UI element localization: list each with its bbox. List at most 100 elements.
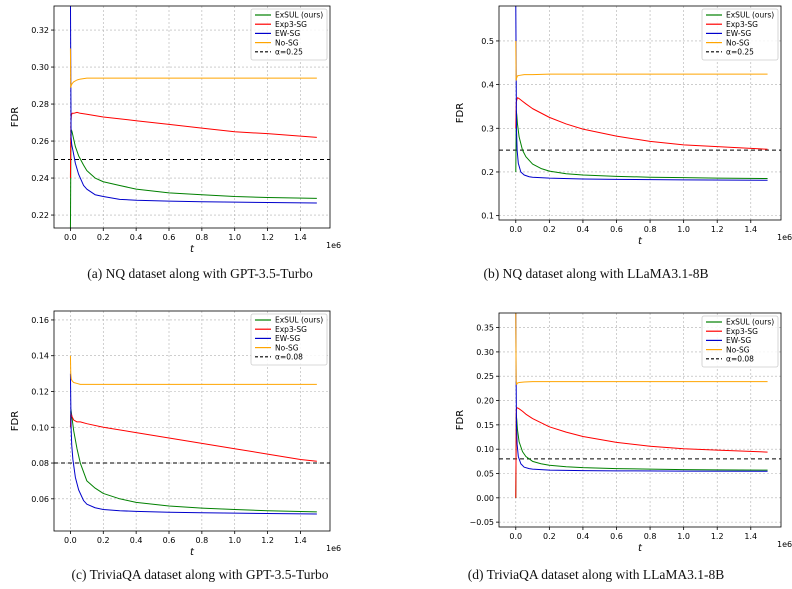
caption-c: (c) TriviaQA dataset along with GPT-3.5-… [71, 567, 329, 582]
x-tick-label: 1.0 [228, 536, 241, 545]
x-axis-label: t [638, 236, 643, 247]
x-tick-label: 0.4 [130, 233, 143, 242]
legend-label: EW-SG [275, 334, 300, 343]
x-tick-label: 1.4 [744, 532, 757, 541]
y-tick-label: 0.16 [31, 316, 49, 325]
y-tick-label: 0.26 [31, 137, 49, 146]
plot-frame [53, 5, 331, 229]
x-tick-label: 1.4 [294, 536, 307, 545]
y-tick-label: 0.24 [31, 174, 49, 183]
x-tick-label: 1.2 [711, 225, 724, 234]
legend-box [701, 315, 779, 368]
legend-box [250, 313, 328, 366]
x-tick-label: 1.2 [711, 532, 724, 541]
y-tick-label: 0.4 [481, 81, 494, 90]
chart-panel-d: 0.0 0.2 0.4 0.6 0.8 1.0 1.2 1.4 −0.05 0.00 0.05 0.1… [396, 305, 792, 569]
x-tick-label: 0.4 [130, 536, 143, 545]
legend-label: α=0.25 [726, 48, 754, 57]
y-tick-label: 0.10 [476, 445, 494, 454]
y-axis-label: FDR [10, 107, 21, 127]
legend-label: EW-SG [726, 336, 751, 345]
y-tick-label: −0.05 [469, 518, 494, 527]
legend-label: α=0.08 [726, 355, 754, 364]
x-tick-label: 0.2 [543, 532, 556, 541]
x-tick-label: 0.6 [163, 233, 176, 242]
y-tick-label: 0.20 [476, 397, 494, 406]
x-axis-label: t [190, 244, 195, 255]
series-line-ew-sg [515, 313, 768, 472]
chart-c: 0.0 0.2 0.4 0.6 0.8 1.0 1.2 1.4 0.06 0.08 0.10 0.12… [10, 310, 341, 558]
y-tick-label: 0.15 [476, 421, 494, 430]
x-tick-label: 0.8 [644, 225, 657, 234]
plot-frame [498, 5, 782, 221]
legend-label: ExSUL (ours) [726, 318, 774, 327]
caption-b: (b) NQ dataset along with LLaMA3.1-8B [483, 266, 709, 281]
series-line-exsul-ours [515, 110, 768, 180]
x-tick-label: 0.6 [610, 532, 623, 541]
series-line-exp3-sg [69, 111, 317, 179]
y-tick-label: 0.30 [476, 348, 494, 357]
series-line-exp3-sg [69, 412, 317, 462]
x-tick-label: 1.0 [228, 233, 241, 242]
x-tick-label: 1.4 [294, 233, 307, 242]
plot-frame [53, 310, 331, 532]
x-tick-label: 0.0 [64, 233, 77, 242]
legend-label: No-SG [275, 38, 299, 47]
x-tick-label: 0.8 [195, 233, 208, 242]
series-line-no-sg [69, 355, 317, 385]
x-tick-label: 0.0 [509, 532, 522, 541]
series-line-ew-sg [69, 6, 317, 204]
x-offset-label: 1e6 [326, 544, 341, 553]
x-tick-label: 1.2 [261, 536, 274, 545]
x-axis-label: t [190, 547, 195, 558]
x-tick-label: 0.4 [577, 532, 590, 541]
series-line-ew-sg [69, 373, 317, 515]
x-tick-label: 0.6 [610, 225, 623, 234]
legend-label: α=0.25 [275, 48, 303, 57]
chart-panel-a: 0.0 0.2 0.4 0.6 0.8 1.0 1.2 1.4 0.22 0.24 0.26 0.28… [0, 0, 396, 264]
y-axis-label: FDR [455, 103, 466, 123]
y-tick-label: 0.25 [476, 372, 494, 381]
y-tick-label: 0.14 [31, 352, 49, 361]
y-tick-label: 0.35 [476, 324, 494, 333]
series-line-exsul-ours [69, 129, 317, 228]
x-offset-label: 1e6 [777, 540, 792, 549]
series-line-exp3-sg [515, 97, 768, 150]
y-tick-label: 0.00 [476, 494, 494, 503]
legend-box [250, 8, 328, 61]
legend-label: EW-SG [275, 29, 300, 38]
x-tick-label: 0.2 [543, 225, 556, 234]
y-tick-label: 0.1 [481, 212, 494, 221]
series-line-no-sg [69, 48, 317, 88]
y-tick-label: 0.05 [476, 470, 494, 479]
x-tick-label: 1.2 [261, 233, 274, 242]
y-tick-label: 0.30 [31, 63, 49, 72]
caption-a: (a) NQ dataset along with GPT-3.5-Turbo [87, 266, 313, 281]
y-tick-label: 0.5 [481, 37, 494, 46]
caption-d: (d) TriviaQA dataset along with LLaMA3.1… [467, 567, 725, 582]
x-tick-label: 0.4 [577, 225, 590, 234]
legend-label: ExSUL (ours) [275, 11, 323, 20]
x-tick-label: 1.4 [744, 225, 757, 234]
x-offset-label: 1e6 [777, 233, 792, 242]
x-tick-label: 0.0 [64, 536, 77, 545]
series-line-exp3-sg [515, 407, 768, 498]
grid [499, 6, 781, 220]
x-tick-label: 1.0 [677, 532, 690, 541]
series-line-exsul-ours [515, 414, 768, 498]
x-tick-label: 1.0 [677, 225, 690, 234]
y-axis-label: FDR [10, 411, 21, 431]
grid [499, 313, 781, 527]
y-axis-label: FDR [455, 410, 466, 430]
x-tick-label: 0.8 [644, 532, 657, 541]
series-line-exsul-ours [69, 408, 317, 513]
series-line-ew-sg [515, 6, 768, 181]
chart-d: 0.0 0.2 0.4 0.6 0.8 1.0 1.2 1.4 −0.05 0.00 0.05 0.1… [455, 312, 792, 554]
legend-label: Exp3-SG [275, 325, 307, 334]
chart-a: 0.0 0.2 0.4 0.6 0.8 1.0 1.2 1.4 0.22 0.24 0.26 0.28… [10, 5, 341, 255]
x-tick-label: 0.0 [509, 225, 522, 234]
y-tick-label: 0.10 [31, 423, 49, 432]
